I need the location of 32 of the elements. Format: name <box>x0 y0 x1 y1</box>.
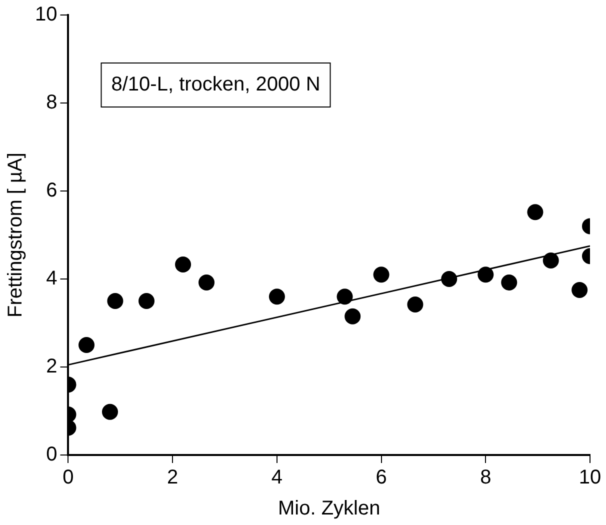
x-tick-label: 6 <box>376 466 387 489</box>
point <box>373 266 390 283</box>
annotation: 8/10-L, trocken, 2000 N <box>111 74 320 96</box>
point <box>542 252 559 269</box>
point <box>501 274 518 291</box>
point <box>478 266 494 283</box>
x-tick-label: 4 <box>271 466 283 489</box>
x-tick-label: 8 <box>480 466 492 489</box>
x-tick-label: 2 <box>167 466 178 489</box>
y-tick-label: 10 <box>34 4 58 26</box>
point <box>336 288 353 305</box>
x-tick-label: 10 <box>578 466 602 489</box>
point <box>102 404 118 420</box>
point <box>407 296 424 313</box>
point <box>107 293 124 309</box>
y-tick-label: 2 <box>46 356 58 378</box>
y-tick-label: 4 <box>46 268 58 290</box>
point <box>78 337 95 353</box>
point <box>527 204 544 220</box>
point <box>441 271 458 287</box>
y-tick-label: 6 <box>46 180 58 202</box>
x-axis-title: Mio. Zyklen <box>278 498 380 520</box>
x-tick-label: 0 <box>62 466 74 489</box>
point <box>572 282 588 298</box>
point <box>175 256 192 272</box>
point <box>344 308 361 324</box>
point <box>268 288 285 305</box>
point <box>138 293 155 309</box>
point <box>198 274 215 291</box>
y-tick-label: 8 <box>46 92 58 114</box>
y-axis-title: Frettingstrom [ µA] <box>4 152 27 318</box>
y-tick-label: 0 <box>46 444 58 466</box>
